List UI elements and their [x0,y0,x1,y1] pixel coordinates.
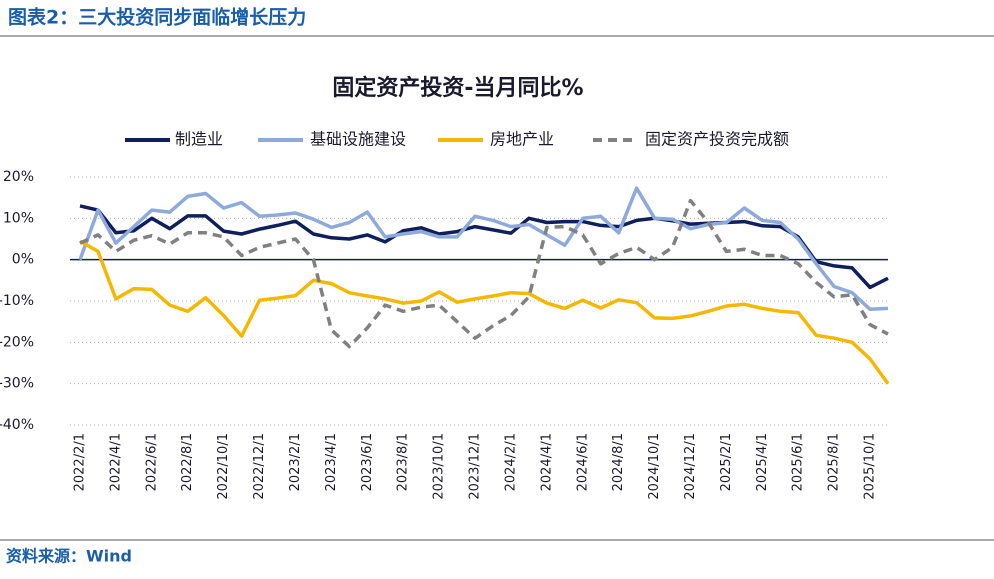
x-tick-label: 2022/8/1 [180,433,195,491]
y-tick-label: -10% [0,293,34,309]
series-line [79,239,890,385]
x-tick-label: 2023/8/1 [396,433,411,491]
x-tick-label: 2024/10/1 [647,433,662,500]
y-tick-label: 10% [3,210,34,226]
y-tick-label: -20% [0,334,34,350]
x-tick-label: 2023/12/1 [468,433,483,500]
y-tick-label: 0% [12,252,34,268]
series-line [79,198,889,349]
header-title: 图表2：三大投资同步面临增长压力 [8,6,306,29]
series-line [78,186,889,312]
x-tick-label: 2022/12/1 [252,433,267,500]
x-tick-label: 2025/4/1 [755,433,770,491]
x-tick-label: 2024/4/1 [539,433,554,491]
x-tick-label: 2023/6/1 [360,433,375,491]
x-tick-label: 2025/8/1 [827,433,842,491]
chart-title: 固定资产投资-当月同比% [332,75,583,101]
y-tick-label: -30% [0,376,34,392]
x-tick-label: 2025/6/1 [791,433,806,491]
y-tick-label: -40% [0,417,34,433]
x-tick-label: 2024/6/1 [575,433,590,491]
x-tick-label: 2023/2/1 [288,433,303,491]
x-tick-label: 2022/6/1 [144,433,159,491]
legend-label: 基础设施建设 [310,130,406,149]
x-tick-label: 2023/4/1 [324,433,339,491]
x-tick-label: 2025/10/1 [863,433,878,500]
x-tick-label: 2025/2/1 [719,433,734,491]
x-tick-label: 2023/10/1 [432,433,447,500]
x-tick-label: 2024/8/1 [611,433,626,491]
legend-label: 房地产业 [490,130,554,149]
source: 资料来源：Wind [6,547,132,566]
legend-label: 固定资产投资完成额 [645,130,789,149]
x-tick-label: 2022/10/1 [216,433,231,500]
y-tick-label: 20% [3,169,34,185]
x-tick-label: 2022/2/1 [73,433,88,491]
x-tick-label: 2024/2/1 [503,433,518,491]
x-tick-label: 2022/4/1 [108,433,123,491]
x-tick-label: 2024/12/1 [683,433,698,500]
series-line [79,204,889,290]
legend-label: 制造业 [175,130,223,149]
